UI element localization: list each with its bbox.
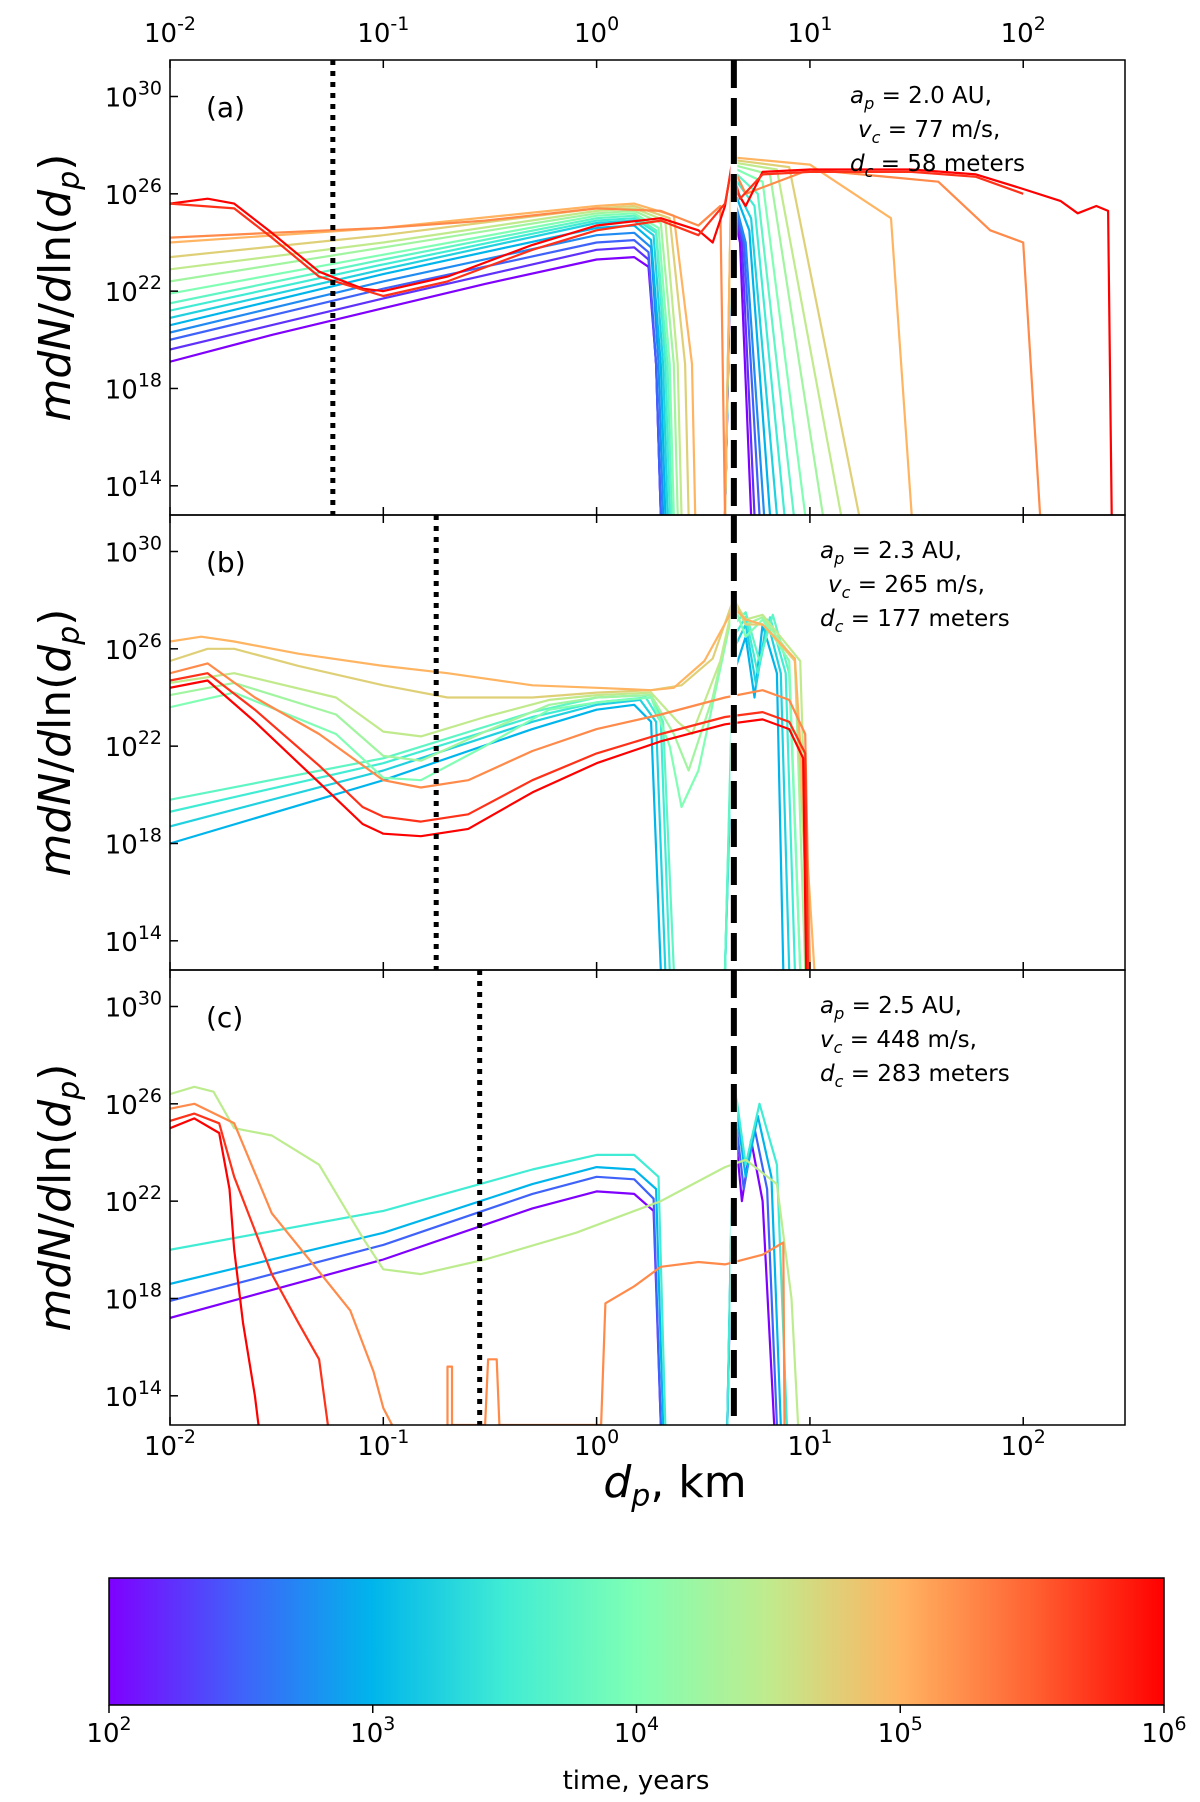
series-line [170,679,808,970]
series-line [170,703,662,970]
panel-label: (b) [206,546,246,579]
panel-plot-area [170,1078,800,1425]
series-line [170,606,816,970]
y-axis-title: mdN/dln(dp) [30,1064,87,1332]
series-line [170,662,811,970]
series-line [170,204,727,515]
x-tick-label-top: 10-2 [144,13,196,49]
series-line [170,219,669,515]
panel-label: (c) [206,1001,243,1034]
x-tick-label-bottom: 102 [1001,1426,1046,1462]
series-line [170,1175,662,1425]
panel-1: 1014 1018 1022 1026 1030 (a) ap = 2.0 AU, vc = … [105,59,1126,516]
annotation-line: ap = 2.3 AU, [820,538,962,568]
colorbar-tick-label: 105 [878,1713,923,1749]
series-line [170,212,675,515]
series-line [170,603,802,970]
y-axis-title: mdN/dln(dp) [30,609,87,877]
plot-panels: 1014 1018 1022 1026 1030 (a) ap = 2.0 AU, vc = … [105,59,1126,1426]
annotation-line: dc = 177 meters [820,606,1010,636]
colorbar-tick-label: 106 [1141,1713,1186,1749]
series-line [170,239,662,515]
series-line [170,696,671,970]
annotation-line: dc = 283 meters [820,1061,1010,1091]
y-tick-label: 1026 [105,630,162,666]
annotation-line: ap = 2.5 AU, [820,993,962,1023]
colorbar-title: time, years [563,1766,710,1796]
x-tick-label-bottom: 10-1 [357,1426,409,1462]
annotation-line: vc = 77 m/s, [858,117,1000,147]
top-x-axis: 10-2 10-1 100 101 102 [144,13,1046,49]
series-line [170,599,811,970]
annotation-line: vc = 265 m/s, [828,572,985,602]
series-line [170,1153,667,1425]
colorbar-tick-label: 103 [350,1713,395,1749]
y-axis-titles: mdN/dln(dp) mdN/dln(dp) mdN/dln(dp) [30,154,87,1332]
y-tick-label: 1018 [105,1279,162,1315]
panel-plot-area [170,596,816,970]
x-tick-label-top: 10-1 [357,13,409,49]
y-tick-label: 1014 [105,467,162,503]
y-tick-label: 1030 [105,532,162,568]
series-line [170,214,673,515]
annotation-line: vc = 448 m/s, [820,1027,977,1057]
y-tick-label: 1014 [105,1377,162,1413]
colorbar-tick-label: 104 [614,1713,659,1749]
x-tick-label-top: 100 [574,13,619,49]
y-tick-label: 1018 [105,824,162,860]
x-tick-label-top: 102 [1001,13,1046,49]
series-line-segment [723,156,913,515]
y-tick-label: 1022 [105,1182,162,1218]
x-tick-label-bottom: 100 [574,1426,619,1462]
x-tick-label-bottom: 101 [787,1426,832,1462]
series-line [170,204,690,515]
series-line [170,698,667,970]
x-tick-label-bottom: 10-2 [144,1426,196,1462]
y-tick-label: 1014 [105,922,162,958]
colorbar [108,1577,1165,1706]
y-tick-label: 1026 [105,1085,162,1121]
y-axis-title: mdN/dln(dp) [30,154,87,422]
bottom-x-axis: 10-2 10-1 100 101 102 [144,1426,1046,1462]
series-line [170,672,810,970]
series-line [170,1085,800,1425]
series-line-segment [723,158,861,515]
series-line [170,596,811,970]
annotation-line: dc = 58 meters [850,151,1025,181]
series-line [170,1102,394,1425]
series-line [170,1112,329,1425]
y-tick-label: 1030 [105,987,162,1023]
y-tick-label: 1022 [105,272,162,308]
series-line [170,231,665,515]
series-line-segment [446,1241,786,1425]
panel-label: (a) [206,91,245,124]
panel-2: 1014 1018 1022 1026 1030 (b) ap = 2.3 AU, vc = … [105,514,1126,971]
x-axis-title: dp, km [603,1457,746,1514]
colorbar-tick-label: 102 [86,1713,131,1749]
y-tick-label: 1030 [105,77,162,113]
panel-plot-area [170,156,1113,515]
series-line [170,166,1024,298]
panel-frame [169,969,1126,1426]
y-tick-label: 1026 [105,175,162,211]
series-line [170,1166,665,1425]
y-tick-label: 1022 [105,727,162,763]
series-line [170,1190,662,1425]
series-line [170,217,671,515]
x-tick-label-top: 101 [787,13,832,49]
y-tick-label: 1018 [105,369,162,405]
series-line [170,207,683,515]
colorbar-ticks: 102 103 104 105 106 [86,1705,1187,1749]
series-line-segment [730,164,1042,515]
series-line [170,163,1113,515]
annotation-line: ap = 2.0 AU, [850,83,992,113]
series-line [170,256,662,515]
panel-3: 1014 1018 1022 1026 1030 (c) ap = 2.5 AU, vc = … [105,969,1126,1426]
series-line [170,1117,260,1425]
